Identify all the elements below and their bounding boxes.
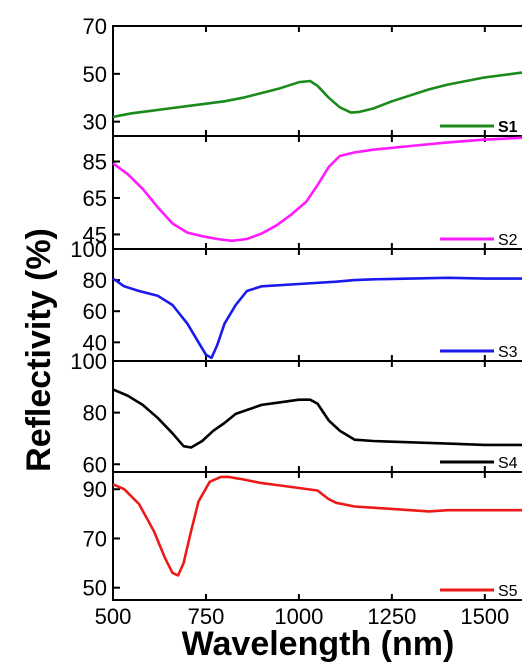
legend-label: S3 bbox=[498, 344, 518, 361]
y-axis-title: Reflectivity (%) bbox=[20, 228, 58, 472]
panel-5: 50 70 90 S5 bbox=[83, 471, 522, 601]
y-tick-label: 80 bbox=[83, 268, 107, 293]
y-tick-label: 100 bbox=[70, 237, 107, 262]
x-tick-label: 500 bbox=[95, 604, 132, 629]
panel-4: 60 80 100 S4 bbox=[70, 349, 522, 477]
y-tick-label: 45 bbox=[83, 222, 107, 247]
y-tick-label: 50 bbox=[83, 62, 107, 87]
series-line-s2 bbox=[112, 136, 522, 243]
y-tick-label: 70 bbox=[83, 14, 107, 39]
series-line-s4 bbox=[112, 388, 522, 449]
panel-frame bbox=[112, 471, 522, 601]
series-line-s5 bbox=[112, 475, 522, 577]
series-line-s3 bbox=[112, 276, 522, 360]
panel-frame bbox=[112, 360, 522, 473]
x-tick-label: 1250 bbox=[367, 604, 416, 629]
x-axis-title: Wavelength (nm) bbox=[182, 625, 455, 663]
series-line-s1 bbox=[112, 71, 522, 119]
legend-label: S1 bbox=[498, 119, 518, 136]
legend-label: S2 bbox=[498, 232, 518, 249]
y-tick-label: 60 bbox=[83, 299, 107, 324]
y-tick-label: 40 bbox=[83, 330, 107, 355]
y-tick-label: 85 bbox=[83, 150, 107, 175]
y-tick-label: 65 bbox=[83, 186, 107, 211]
panel-frame bbox=[112, 248, 522, 362]
panel-1: 30 50 70 S1 bbox=[83, 14, 522, 137]
legend-label: S5 bbox=[498, 583, 518, 600]
y-tick-label: 100 bbox=[70, 349, 107, 374]
y-tick-label: 90 bbox=[83, 477, 107, 502]
panel-frame bbox=[112, 135, 522, 250]
y-tick-label: 30 bbox=[83, 110, 107, 135]
panel-2: 45 65 85 S2 bbox=[83, 135, 522, 250]
y-tick-label: 80 bbox=[83, 401, 107, 426]
x-tick-label: 750 bbox=[188, 604, 225, 629]
x-tick-label: 1500 bbox=[460, 604, 509, 629]
y-tick-label: 50 bbox=[83, 576, 107, 601]
y-tick-label: 70 bbox=[83, 526, 107, 551]
y-tick-label: 60 bbox=[83, 452, 107, 477]
x-tick-label: 1000 bbox=[274, 604, 323, 629]
legend-label: S4 bbox=[498, 455, 518, 472]
panel-3: 40 60 80 100 S3 bbox=[70, 237, 522, 362]
